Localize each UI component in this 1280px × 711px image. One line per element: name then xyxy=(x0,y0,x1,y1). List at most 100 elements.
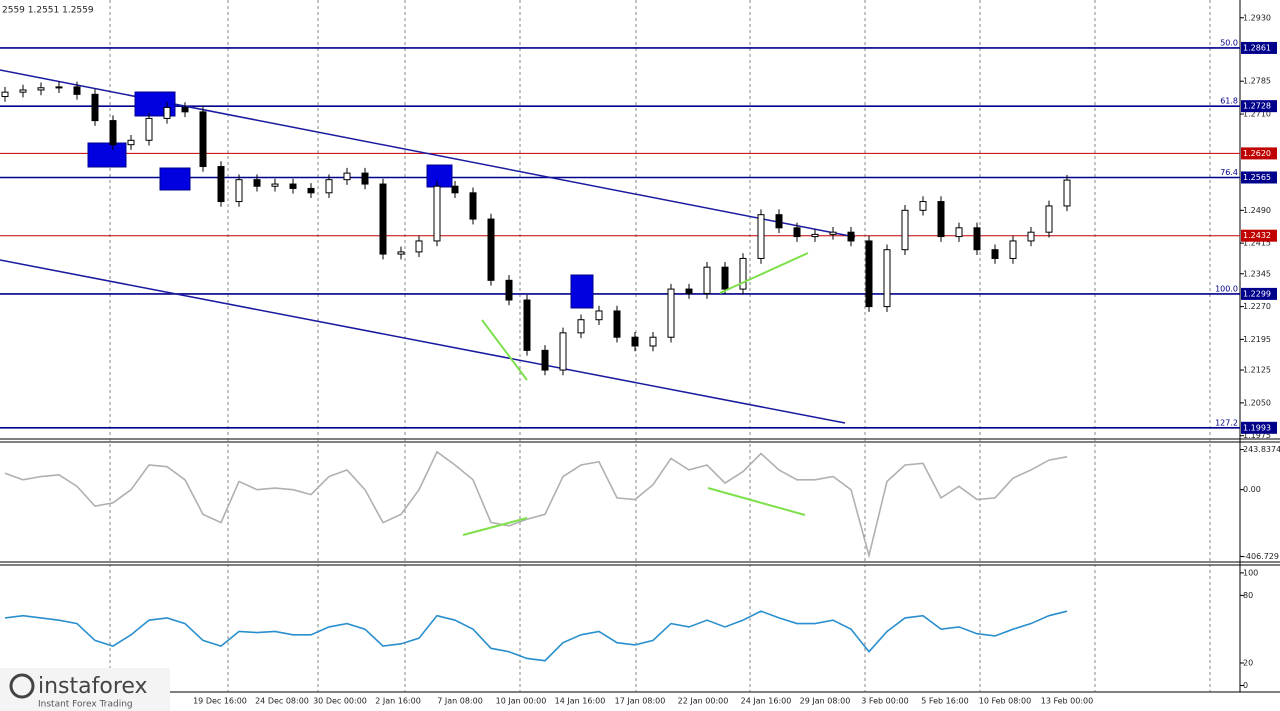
level-label: 1.2728 xyxy=(1243,102,1271,111)
candle-body xyxy=(397,251,405,255)
level-label: 1.2620 xyxy=(1243,149,1271,158)
candle-body xyxy=(253,179,261,187)
candle-body xyxy=(145,117,153,141)
candle-body xyxy=(361,172,369,185)
y-tick-label: 1.2415 xyxy=(1243,239,1271,248)
time-label: 24 Dec 08:00 xyxy=(255,697,309,706)
y-tick-label: 1.1975 xyxy=(1243,431,1271,440)
y-tick-label: 20 xyxy=(1243,658,1253,667)
level-label: 1.2432 xyxy=(1243,231,1271,240)
fib-label: 76.4 xyxy=(1220,168,1238,177)
frame xyxy=(0,0,1280,693)
y-tick-label: 1.2490 xyxy=(1243,206,1271,215)
candle-body xyxy=(703,266,711,294)
time-label: 19 Dec 16:00 xyxy=(193,697,247,706)
candle-body xyxy=(649,336,657,347)
level-label-box xyxy=(1241,171,1277,184)
level-label-box xyxy=(1241,41,1277,54)
candle-body xyxy=(55,86,63,89)
time-label: 13 Feb 00:00 xyxy=(1041,697,1093,706)
fib-label: 127.2 xyxy=(1215,418,1238,427)
divergences xyxy=(462,252,809,536)
level-label: 1.2299 xyxy=(1243,289,1271,298)
candle-body xyxy=(667,288,675,338)
candle-body xyxy=(163,106,171,119)
candle-body xyxy=(595,310,603,321)
indicator-line xyxy=(4,450,1068,559)
y-tick-label: 80 xyxy=(1243,591,1253,600)
zones xyxy=(87,91,594,309)
candle-body xyxy=(199,111,207,168)
candle-body xyxy=(523,299,531,351)
candle-body xyxy=(919,201,927,211)
candle-body xyxy=(19,89,27,93)
candle-body xyxy=(865,240,873,308)
candle-body xyxy=(487,218,495,281)
fib-label: 50.0 xyxy=(1220,38,1238,47)
candle-body xyxy=(307,187,315,194)
level-label-box xyxy=(1241,100,1277,113)
candle-body xyxy=(739,257,747,290)
y-tick-label: 1.2195 xyxy=(1243,335,1271,344)
indicator-line xyxy=(4,610,1068,662)
candle-body xyxy=(991,249,999,259)
y-tick-label: 243.8374 xyxy=(1243,445,1280,454)
vertical-grid xyxy=(109,0,1211,692)
candle-body xyxy=(631,336,639,347)
candle-body xyxy=(271,183,279,187)
levels xyxy=(0,47,1240,429)
logo-subtitle: Instant Forex Trading xyxy=(38,700,133,710)
candle-body xyxy=(559,332,567,371)
y-tick-label: -406.729 xyxy=(1243,552,1279,561)
time-label: 10 Jan 00:00 xyxy=(496,697,547,706)
candle-body xyxy=(757,214,765,259)
time-label: 17 Jan 08:00 xyxy=(615,697,666,706)
candle-body xyxy=(883,249,891,308)
y-tick-label: 0.00 xyxy=(1243,485,1261,494)
candle-body xyxy=(127,139,135,146)
candle-body xyxy=(937,201,945,238)
candle-body xyxy=(379,183,387,255)
candle-body xyxy=(505,279,513,301)
time-label: 30 Dec 00:00 xyxy=(313,697,367,706)
header: 2559 1.2551 1.2559 xyxy=(2,6,94,16)
candle-body xyxy=(289,183,297,189)
y-tick-label: 1.2785 xyxy=(1243,77,1271,86)
level-label-box xyxy=(1241,421,1277,434)
candle-body xyxy=(847,231,855,242)
time-label: 24 Jan 16:00 xyxy=(741,697,792,706)
time-label: 22 Jan 00:00 xyxy=(678,697,729,706)
logo-title: instaforex xyxy=(38,674,148,699)
fib-label: 61.8 xyxy=(1220,97,1238,106)
time-label: 7 Jan 08:00 xyxy=(437,697,483,706)
candle-body xyxy=(577,319,585,334)
level-label-box xyxy=(1241,147,1277,160)
candle-body xyxy=(775,214,783,229)
candle-body xyxy=(37,87,45,91)
candle-body xyxy=(433,185,441,242)
candle-body xyxy=(1063,179,1071,207)
time-label: 29 Jan 08:00 xyxy=(800,697,851,706)
candle-body xyxy=(793,227,801,238)
candle-body xyxy=(325,179,333,194)
channel xyxy=(0,69,856,424)
candle-body xyxy=(73,86,81,95)
candle-body xyxy=(217,166,225,203)
y-tick-label: 1.2125 xyxy=(1243,366,1271,375)
candle-body xyxy=(469,192,477,220)
logo: instaforex Instant Forex Trading xyxy=(0,668,170,711)
time-label: 2 Jan 16:00 xyxy=(375,697,421,706)
candle-body xyxy=(181,106,189,113)
y-tick-label: 100 xyxy=(1243,568,1258,577)
candle-body xyxy=(415,240,423,253)
candle-body xyxy=(721,266,729,290)
time-label: 3 Feb 00:00 xyxy=(861,697,908,706)
level-label: 1.1993 xyxy=(1243,423,1271,432)
candle-body xyxy=(973,227,981,251)
level-label-box xyxy=(1241,229,1277,242)
level-label: 1.2565 xyxy=(1243,173,1271,182)
y-tick-label: 1.2930 xyxy=(1243,13,1271,22)
candle-body xyxy=(811,233,819,238)
